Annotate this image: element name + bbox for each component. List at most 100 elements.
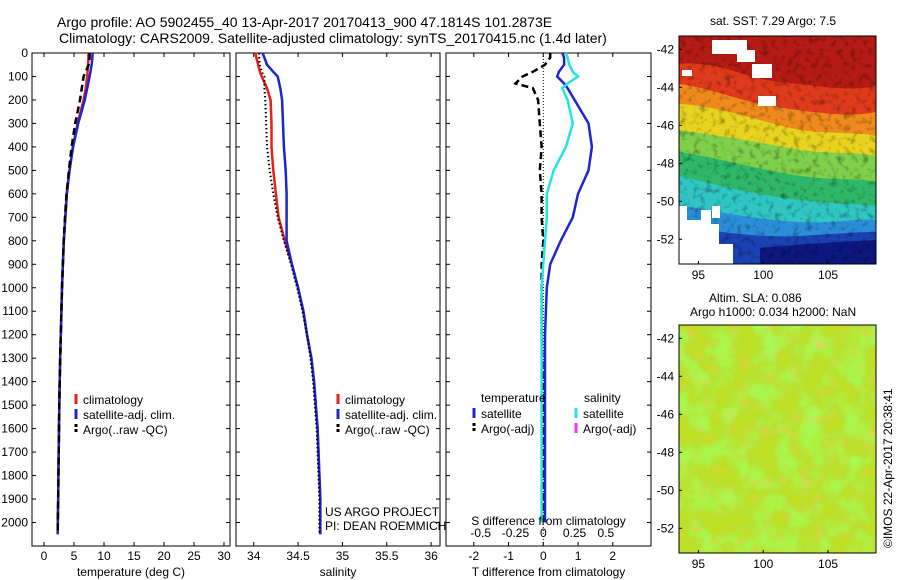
sst-map-ytick-label: -44 [657,80,675,94]
difference-xtick-label: 0 [540,549,547,563]
difference-series-line [540,52,581,523]
difference-series-line [543,52,594,523]
temperature-xtick-label: 25 [187,549,201,563]
sla-map-xtick-label: 105 [818,557,838,571]
difference-top-tick-label: -0.5 [470,526,491,540]
salinity-series-line [254,52,322,535]
sst-map-frame [678,35,877,265]
temperature-ytick-label: 1500 [1,398,28,412]
difference-legend-temperature-label: satellite [481,407,522,421]
difference-xtick-label: -1 [503,549,514,563]
sla-map-ytick-label: -46 [657,407,675,421]
difference-legend-salinity-label: satellite [583,407,624,421]
sst-map-ytick-label: -48 [657,156,675,170]
salinity-legend-label: climatology [345,393,405,407]
temperature-ytick-label: 700 [8,210,28,224]
sla-map-ytick-label: -44 [657,369,675,383]
salinity-annotation-line-2: PI: DEAN ROEMMICH [325,519,446,533]
temperature-ytick-label: 300 [8,116,28,130]
sla-map-panel: Altim. SLA: 0.086 Argo h1000: 0.034 h200… [657,291,877,571]
salinity-legend-label: Argo(..raw -QC) [345,423,430,437]
temperature-ytick-label: 1700 [1,445,28,459]
temperature-ytick-label: 1400 [1,375,28,389]
sst-map-xtick-label: 100 [753,268,773,282]
temperature-ytick-label: 1100 [2,304,28,318]
sst-map-axes: 95 100 105 -42 -44 -46 -48 -50 -52 [657,42,839,282]
salinity-series-line [258,53,321,535]
sla-map-xtick-label: 95 [692,557,706,571]
salinity-xtick-label: 36 [424,549,438,563]
salinity-panel: 34 34.5 35 35.5 36 salinity climatologysatelli… [235,52,446,579]
temperature-ytick-label: 0 [21,46,28,60]
sla-map-title-line-1: Altim. SLA: 0.086 [709,291,802,305]
sla-map-xtick-label: 100 [753,557,773,571]
temperature-panel: 0100200300400500600700800900100011001200… [1,46,231,579]
sst-map-image [679,36,876,264]
sst-map-xtick-label: 105 [818,268,838,282]
temperature-xtick-label: 5 [71,549,78,563]
header-line-2: Climatology: CARS2009. Satellite-adjuste… [59,30,607,46]
sla-map-ytick-label: -48 [657,445,675,459]
salinity-xtick-label: 34.5 [286,549,310,563]
temperature-xtick-label: 15 [127,549,141,563]
temperature-ytick-label: 1300 [1,351,28,365]
difference-legend-title-salinity: salinity [584,391,621,405]
difference-legend-salinity-label: Argo(-adj) [583,422,636,436]
sla-map-ytick-label: -52 [657,521,675,535]
sla-map-ytick-label: -50 [657,483,675,497]
sst-map-title: sat. SST: 7.29 Argo: 7.5 [710,14,836,28]
temperature-ytick-label: 1600 [1,422,28,436]
sla-map-frame [678,324,877,554]
difference-xtick-label: 2 [609,549,616,563]
temperature-xtick-label: 30 [217,549,231,563]
temperature-ytick-label: 1900 [1,492,28,506]
difference-xtick-label: 1 [575,549,582,563]
temperature-legend-label: climatology [83,393,143,407]
temperature-ytick-label: 1800 [1,469,28,483]
difference-top-tick-label: 0.25 [563,526,587,540]
temperature-frame [31,52,231,547]
difference-legend-title-temperature: temperature [481,391,546,405]
difference-top-xlabel: S difference from climatology [471,514,626,528]
salinity-frame [235,52,441,547]
temperature-legend-label: satellite-adj. clim. [83,408,175,422]
difference-top-tick-label: 0 [540,526,547,540]
temperature-xtick-label: 0 [41,549,48,563]
temperature-ytick-label: 1200 [1,328,28,342]
salinity-xtick-label: 35 [336,549,350,563]
sst-map-ytick-label: -50 [657,194,675,208]
sst-map-panel: sat. SST: 7.29 Argo: 7.5 95 100 105 -42 -44 -… [657,14,877,282]
imos-stamp: ©IMOS 22-Apr-2017 20:38:41 [881,388,895,548]
sla-map-title-line-2: Argo h1000: 0.034 h2000: NaN [690,305,856,319]
temperature-ytick-label: 800 [8,234,28,248]
sst-map-xtick-label: 95 [692,268,706,282]
difference-xtick-label: -2 [468,549,479,563]
temperature-ytick-label: 2000 [1,516,28,530]
salinity-legend-label: satellite-adj. clim. [345,408,437,422]
temperature-series-line [56,53,91,535]
temperature-ytick-label: 100 [8,69,28,83]
salinity-xlabel: salinity [320,565,357,579]
salinity-annotation-line-1: US ARGO PROJECT [325,505,440,519]
temperature-ytick-label: 500 [8,163,28,177]
temperature-legend-label: Argo(..raw -QC) [83,423,168,437]
difference-frame [445,52,652,547]
temperature-ytick-label: 200 [8,93,28,107]
sst-map-ytick-label: -52 [657,232,675,246]
difference-xlabel: T difference from climatology [472,565,626,579]
temperature-ytick-label: 600 [8,187,28,201]
difference-legend-temperature-label: Argo(-adj) [481,422,534,436]
temperature-ytick-label: 400 [8,140,28,154]
difference-top-tick-label: -0.25 [502,526,530,540]
difference-panel: -2 -1 0 1 2 T difference from climatology -0.5… [445,52,652,579]
temperature-xlabel: temperature (deg C) [77,565,185,579]
sla-map-axes: 95 100 105 -42 -44 -46 -48 -50 -52 [657,331,839,571]
sst-map-ytick-label: -46 [657,118,675,132]
temperature-ytick-label: 900 [8,257,28,271]
temperature-ytick-label: 1000 [1,281,28,295]
header-line-1: Argo profile: AO 5902455_40 13-Apr-2017 … [57,14,552,30]
sla-map-image [679,325,876,553]
sst-map-ytick-label: -42 [657,42,675,56]
temperature-xtick-label: 10 [97,549,111,563]
